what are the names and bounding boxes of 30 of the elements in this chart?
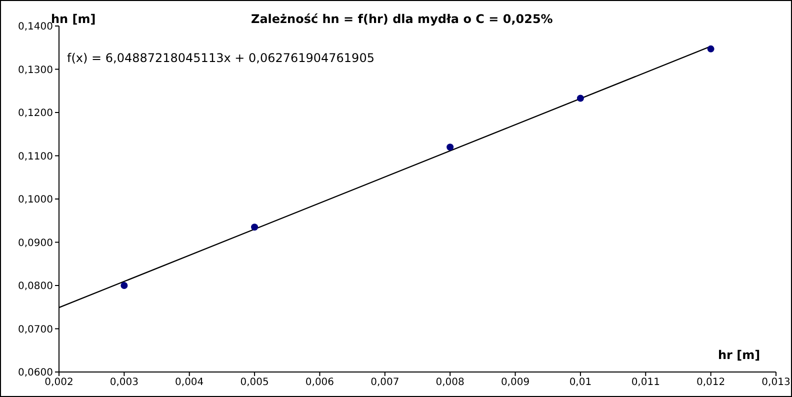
x-tick-label: 0,007	[370, 377, 400, 388]
y-tick-label: 0,1200	[18, 108, 53, 120]
point	[446, 144, 454, 151]
chart-title: Zależność hn = f(hr) dla mydła o C = 0,025%	[251, 12, 553, 26]
x-tick-label: 0,005	[240, 377, 269, 388]
x-axis-title: hr [m]	[718, 348, 760, 362]
x-tick-label: 0,011	[631, 377, 660, 388]
point	[120, 282, 128, 289]
y-axis-title: hn [m]	[51, 12, 96, 26]
x-tick-label: 0,012	[696, 377, 726, 388]
annotation: f(x) = 6,04887218045113x + 0,062761904761905	[67, 51, 374, 65]
x-tick-label: 0,013	[762, 377, 790, 388]
point	[707, 45, 714, 52]
y-tick-label: 0,1400	[18, 22, 53, 33]
x-tick-label: 0,006	[305, 377, 334, 388]
x-tick-label: 0,01	[569, 377, 592, 388]
y-tick-label: 0,0900	[18, 238, 53, 249]
y-tick-label: 0,0800	[18, 281, 53, 292]
x-tick-label: 0,009	[500, 377, 530, 388]
x-tick-label: 0,003	[110, 377, 138, 388]
y-tick-label: 0,1000	[18, 194, 53, 206]
point	[576, 94, 584, 102]
x-tick-label: 0,002	[44, 377, 74, 388]
y-tick-label: 0,0700	[18, 324, 53, 336]
point	[251, 224, 258, 231]
x-tick-label: 0,008	[436, 377, 464, 388]
y-tick-label: 0,0600	[18, 368, 53, 379]
y-tick-label: 0,1300	[18, 64, 53, 76]
x-tick-label: 0,004	[175, 377, 204, 388]
y-tick-label: 0,1100	[18, 151, 53, 162]
